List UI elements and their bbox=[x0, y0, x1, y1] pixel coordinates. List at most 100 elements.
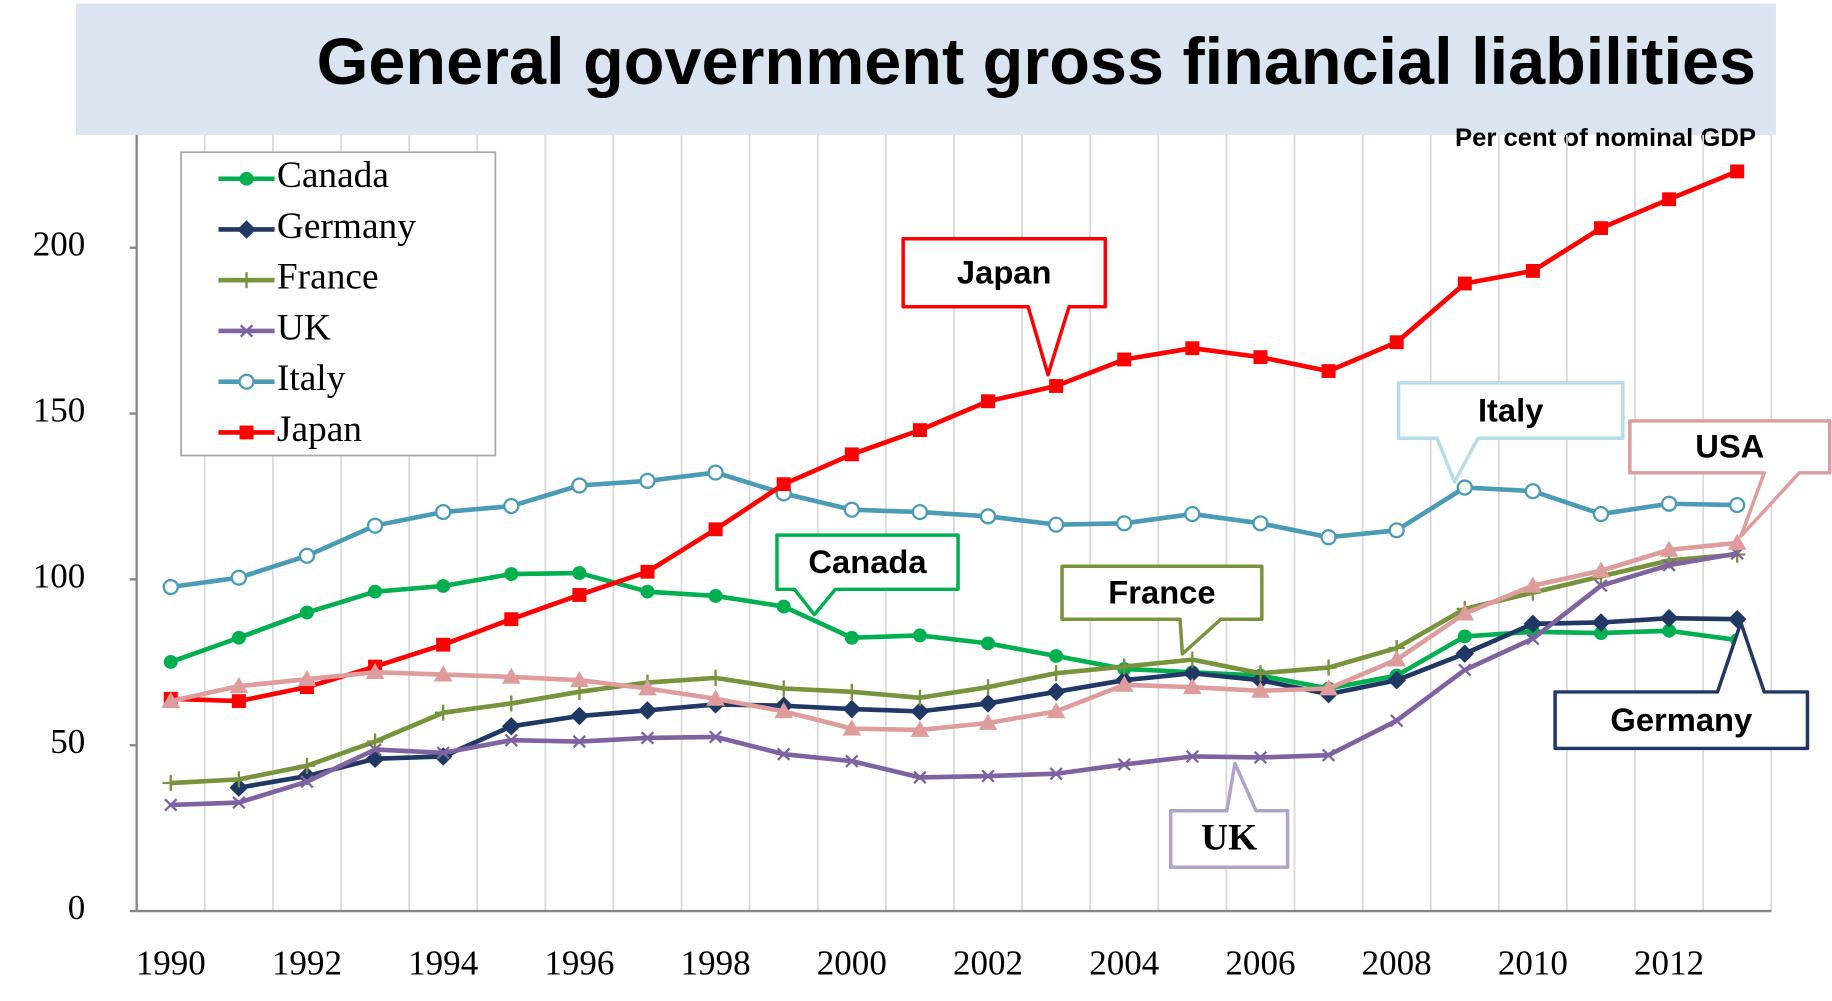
x-tick-label: 1998 bbox=[681, 944, 751, 983]
marker bbox=[1591, 561, 1611, 578]
callout-label: USA bbox=[1695, 429, 1764, 465]
marker bbox=[1523, 614, 1543, 634]
legend-marker bbox=[238, 272, 255, 289]
callout-label: Canada bbox=[808, 544, 927, 580]
series-line bbox=[170, 551, 1738, 808]
marker bbox=[1389, 335, 1404, 350]
marker bbox=[1526, 632, 1540, 646]
marker bbox=[844, 630, 859, 645]
callout-box bbox=[775, 533, 960, 617]
marker bbox=[981, 636, 996, 651]
marker bbox=[1662, 558, 1676, 572]
marker bbox=[298, 757, 316, 774]
y-tick-label: 50 bbox=[50, 722, 85, 761]
marker bbox=[638, 701, 657, 720]
marker bbox=[1457, 276, 1472, 291]
callout-box bbox=[901, 236, 1108, 377]
marker bbox=[1321, 364, 1336, 378]
legend-label: Germany bbox=[277, 206, 416, 247]
marker bbox=[1319, 679, 1338, 696]
marker bbox=[434, 503, 452, 521]
marker bbox=[1457, 629, 1472, 644]
marker bbox=[504, 567, 519, 581]
marker bbox=[298, 547, 316, 564]
callout-box bbox=[1628, 419, 1832, 538]
x-tick-label: 1994 bbox=[408, 944, 478, 983]
marker bbox=[910, 702, 930, 721]
marker bbox=[299, 605, 314, 620]
marker bbox=[501, 717, 521, 736]
x-tick-label: 2004 bbox=[1089, 944, 1159, 983]
marker bbox=[1046, 702, 1066, 719]
marker bbox=[1184, 651, 1201, 668]
series bbox=[163, 164, 1745, 709]
marker bbox=[912, 423, 927, 438]
marker bbox=[776, 599, 791, 614]
marker bbox=[1660, 495, 1678, 512]
callout-label: France bbox=[1108, 575, 1215, 611]
marker bbox=[1252, 665, 1269, 682]
marker bbox=[1321, 748, 1336, 762]
marker bbox=[708, 522, 723, 537]
marker bbox=[1525, 263, 1540, 278]
x-tick-label: 1996 bbox=[544, 944, 614, 983]
marker bbox=[843, 501, 860, 518]
marker bbox=[777, 747, 791, 761]
marker bbox=[230, 771, 248, 788]
marker bbox=[1046, 682, 1066, 702]
marker bbox=[1591, 613, 1611, 632]
marker bbox=[368, 742, 382, 757]
y-tick-label: 0 bbox=[68, 888, 86, 927]
callout-label: UK bbox=[1201, 818, 1257, 859]
callout-label: Japan bbox=[957, 255, 1052, 291]
series bbox=[161, 533, 1747, 737]
marker bbox=[1387, 670, 1407, 690]
marker bbox=[231, 630, 246, 645]
marker bbox=[1387, 650, 1407, 667]
callout-box bbox=[1396, 381, 1625, 484]
marker bbox=[776, 477, 791, 492]
marker bbox=[1117, 757, 1131, 772]
marker bbox=[1662, 192, 1677, 207]
marker bbox=[639, 472, 656, 489]
legend-label: Japan bbox=[277, 409, 362, 450]
marker bbox=[844, 447, 859, 462]
marker bbox=[1117, 352, 1132, 367]
marker bbox=[1659, 540, 1679, 557]
x-tick-label: 1992 bbox=[272, 944, 342, 983]
legend-marker bbox=[238, 373, 255, 390]
legend-box bbox=[180, 151, 497, 457]
marker bbox=[504, 612, 519, 627]
marker bbox=[1458, 663, 1472, 677]
legend-marker bbox=[237, 220, 256, 239]
marker bbox=[570, 670, 589, 688]
series-line bbox=[170, 470, 1738, 590]
series-line bbox=[170, 540, 1738, 733]
marker bbox=[504, 733, 518, 747]
marker bbox=[1727, 533, 1747, 550]
y-tick-label: 100 bbox=[33, 557, 86, 596]
marker bbox=[1253, 350, 1268, 365]
marker bbox=[842, 719, 862, 736]
marker bbox=[1523, 576, 1543, 593]
y-tick-label: 200 bbox=[33, 225, 86, 264]
callout-box bbox=[1168, 761, 1290, 869]
marker bbox=[981, 394, 996, 409]
marker bbox=[912, 628, 927, 643]
marker bbox=[911, 689, 929, 706]
series bbox=[164, 546, 1744, 812]
callout-box bbox=[1553, 621, 1810, 751]
marker bbox=[1455, 644, 1475, 663]
marker bbox=[1047, 516, 1065, 533]
marker bbox=[1388, 522, 1405, 539]
legend-label: Canada bbox=[277, 155, 389, 196]
marker bbox=[1047, 665, 1065, 682]
x-tick-label: 2000 bbox=[817, 944, 887, 983]
marker bbox=[436, 579, 451, 593]
marker bbox=[1116, 658, 1133, 675]
marker bbox=[1662, 623, 1677, 638]
marker bbox=[1593, 221, 1608, 236]
marker bbox=[1320, 659, 1337, 676]
x-tick-label: 2010 bbox=[1498, 944, 1568, 983]
marker bbox=[503, 695, 520, 712]
